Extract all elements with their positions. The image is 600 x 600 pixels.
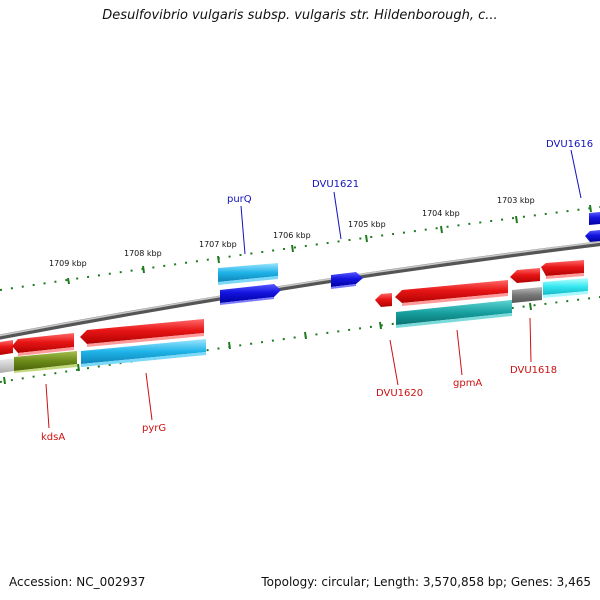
scale-tick — [217, 255, 220, 264]
scale-tick — [379, 321, 382, 330]
accession-text: Accession: NC_002937 — [9, 575, 146, 589]
gene-arrow — [0, 340, 13, 355]
gene-feature — [218, 263, 278, 282]
gene-label-dvu1618: DVU1618 — [510, 365, 557, 376]
gene-label-pyrg: pyrG — [142, 423, 166, 434]
gene-arrow — [80, 319, 204, 344]
label-connectors — [45, 149, 582, 429]
gene-feature — [396, 300, 512, 325]
gene-label-kdsa: kdsA — [41, 432, 65, 443]
gene-arrow — [220, 284, 281, 303]
gene-label-dvu1620: DVU1620 — [376, 388, 423, 399]
gene-arrow — [331, 272, 363, 287]
forward-genes — [218, 212, 600, 305]
map-title: Desulfovibrio vulgaris subsp. vulgaris s… — [102, 8, 498, 23]
scale-tick — [77, 363, 80, 372]
gene-feature — [543, 278, 588, 295]
gene-arrow — [12, 333, 74, 353]
scale-tick — [304, 331, 307, 340]
reverse-cds — [0, 278, 588, 373]
gene-feature — [14, 351, 77, 371]
scale-tick — [291, 244, 294, 253]
genome-backbone — [0, 241, 600, 340]
scale-tick — [515, 215, 518, 224]
scale-label: 1706 kbp — [273, 231, 311, 240]
gene-label-purq: purQ — [227, 194, 252, 205]
gene-label-dvu1621: DVU1621 — [312, 179, 359, 190]
gene-arrow — [585, 230, 600, 242]
scale-label: 1705 kbp — [348, 220, 386, 229]
scale-label: 1704 kbp — [422, 209, 460, 218]
scale-tick — [589, 204, 592, 213]
gene-arrow — [589, 212, 600, 225]
scale-label: 1703 kbp — [497, 196, 535, 205]
scale-tick — [142, 265, 145, 274]
scale-label: 1708 kbp — [124, 249, 162, 258]
gene-feature — [81, 339, 206, 364]
scale-label: 1709 kbp — [49, 259, 87, 268]
scale-tick — [228, 341, 231, 350]
gene-feature — [512, 287, 542, 303]
gene-label-gpma: gpmA — [453, 378, 482, 389]
scale-tick — [67, 277, 70, 285]
gene-arrow — [375, 293, 392, 307]
scale-tick — [3, 376, 6, 385]
gene-arrow — [541, 260, 584, 276]
scale-tick — [440, 225, 443, 234]
scale-tick — [529, 302, 532, 311]
gene-label-dvu1616: DVU1616 — [546, 139, 593, 150]
gene-arrow — [510, 268, 540, 283]
summary-text: Topology: circular; Length: 3,570,858 bp… — [261, 575, 591, 589]
upper-scale — [0, 204, 600, 291]
scale-label: 1707 kbp — [199, 240, 237, 249]
reverse-genes — [0, 260, 584, 356]
scale-tick — [365, 234, 368, 243]
gene-arrow — [395, 280, 508, 303]
